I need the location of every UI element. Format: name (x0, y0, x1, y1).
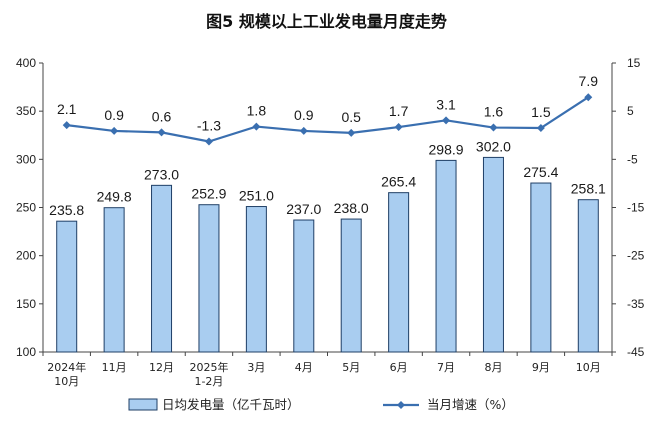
left-tick-label: 100 (16, 345, 36, 359)
line-value-label: 0.9 (294, 107, 314, 123)
line-value-label: 1.7 (389, 103, 409, 119)
left-tick-label: 200 (16, 249, 36, 263)
bar (577, 199, 599, 353)
x-tick-label: 12月 (149, 361, 174, 374)
line-point (394, 123, 403, 132)
right-tick-label: 15 (627, 56, 641, 70)
axes: 100 150 200 250 300 350 400 -45 -35 -25 -15 -5 5 15 20… (16, 56, 645, 388)
line-value-label: 2.1 (57, 101, 77, 117)
line-point (584, 93, 593, 102)
x-tick-label: 3月 (247, 361, 265, 374)
right-tick-label: -15 (627, 201, 645, 215)
bar-value-label: 251.0 (239, 188, 274, 204)
legend: 日均发电量（亿千瓦时） 当月增速（%） (128, 397, 514, 412)
line-value-label: 0.9 (104, 107, 124, 123)
line-point (299, 126, 308, 135)
left-tick-label: 400 (16, 56, 36, 70)
bar (293, 219, 315, 353)
bar (482, 156, 504, 353)
legend-bar-label: 日均发电量（亿千瓦时） (162, 397, 300, 412)
left-tick-label: 350 (16, 104, 36, 118)
line-value-label: 1.6 (484, 104, 504, 120)
line-value-label: 3.1 (436, 96, 456, 112)
bar-series: 235.8 249.8 273.0 252.9 251.0 237.0 238.0 265.4… (49, 138, 606, 353)
x-tick-label: 2024年 (47, 360, 86, 374)
chart-title: 图5 规模以上工业发电量月度走势 (206, 12, 447, 31)
line-point (442, 116, 451, 125)
bar (245, 206, 267, 353)
bar-value-label: 265.4 (381, 174, 416, 190)
x-tick-label: 11月 (102, 361, 127, 374)
bar-value-label: 235.8 (49, 202, 84, 218)
line-value-label: 1.8 (247, 103, 267, 119)
bar (198, 204, 220, 353)
series-line (66, 96, 589, 143)
line-point (489, 123, 498, 132)
bar (103, 207, 125, 353)
x-tick-label: 4月 (295, 361, 313, 374)
line-point (204, 137, 213, 146)
legend-line-marker (397, 401, 405, 409)
bar-value-label: 273.0 (144, 166, 179, 182)
bar (151, 184, 173, 353)
bar (530, 182, 552, 353)
bar (56, 220, 78, 353)
right-tick-label: -25 (627, 249, 645, 263)
line-point (536, 124, 545, 133)
line-value-label: 7.9 (579, 73, 599, 89)
bar-value-label: 249.8 (97, 189, 132, 205)
x-tick-label: 10月 (54, 375, 79, 388)
right-tick-label: -45 (627, 345, 645, 359)
bar (435, 159, 457, 353)
bar-value-label: 302.0 (476, 138, 511, 154)
x-tick-label: 8月 (484, 361, 502, 374)
bar-value-label: 238.0 (334, 200, 369, 216)
line-value-label: 1.5 (531, 104, 551, 120)
x-tick-label: 5月 (342, 361, 360, 374)
right-tick-label: 5 (627, 104, 634, 118)
bar-value-label: 298.9 (429, 141, 464, 157)
right-tick-label: -35 (627, 297, 645, 311)
line-point (157, 128, 166, 137)
legend-line-label: 当月增速（%） (427, 397, 514, 412)
bar (340, 218, 362, 353)
line-value-label: 0.5 (341, 109, 361, 125)
x-tick-label: 2025年 (189, 360, 228, 374)
bar (388, 192, 410, 353)
bar-value-label: 275.4 (523, 164, 558, 180)
line-value-label: -1.3 (197, 118, 221, 134)
line-point (252, 122, 261, 131)
x-tick-label: 1-2月 (194, 375, 223, 388)
legend-bar-swatch (128, 398, 158, 411)
right-tick-label: -5 (627, 152, 638, 166)
bar-value-label: 252.9 (191, 186, 226, 202)
bar-value-label: 258.1 (571, 181, 606, 197)
left-tick-label: 250 (16, 201, 36, 215)
x-tick-label: 7月 (437, 361, 455, 374)
x-tick-label: 9月 (532, 361, 550, 374)
x-tick-label: 10月 (576, 361, 601, 374)
x-tick-label: 6月 (390, 361, 408, 374)
line-point (110, 126, 119, 135)
line-point (62, 121, 71, 130)
left-tick-label: 150 (16, 297, 36, 311)
bar-value-label: 237.0 (286, 201, 321, 217)
left-tick-label: 300 (16, 152, 36, 166)
line-point (347, 128, 356, 137)
line-series: 2.1 0.9 0.6 -1.3 1.8 0.9 0.5 1.7 3.1 1.6 1.5 7.9 (57, 73, 599, 146)
line-value-label: 0.6 (152, 108, 172, 124)
